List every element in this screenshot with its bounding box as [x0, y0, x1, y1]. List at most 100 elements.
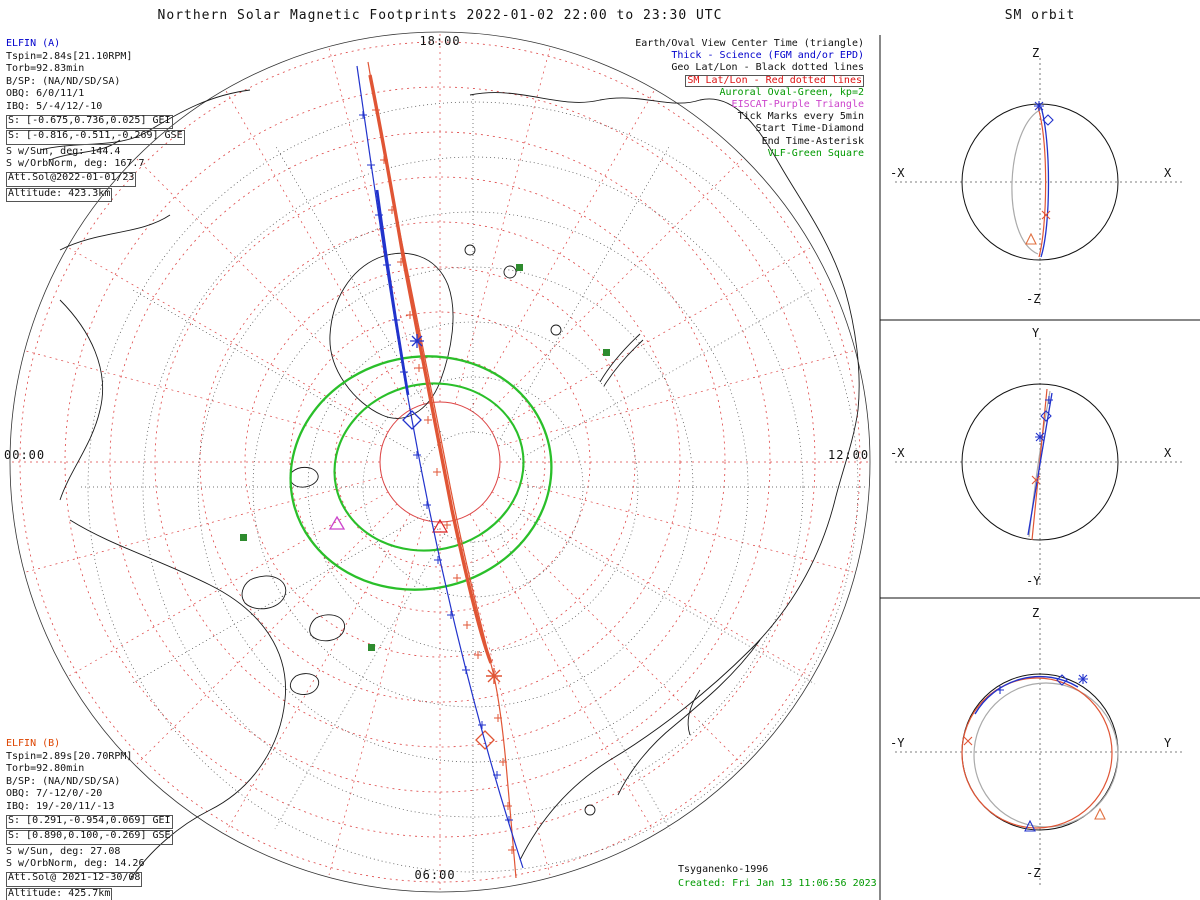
legend-sm-latlon-box: SM Lat/Lon - Red dotted lines [685, 74, 864, 88]
page-title: Northern Solar Magnetic Footprints 2022-… [157, 8, 723, 23]
elfin-b-name: ELFIN (B) [6, 738, 61, 749]
panel1-axis-right: X [1164, 166, 1172, 180]
panel2-axis-left: -X [890, 446, 905, 460]
panel2-earth-circle [961, 383, 1119, 541]
polar-map [9, 31, 871, 893]
elfin-a-ibq: IBQ: 5/-4/12/-10 [6, 100, 103, 112]
elfin-a-torb: Torb=92.83min [6, 63, 85, 75]
elfin-a-track-line [356, 65, 524, 869]
panel2-blue-tick [1045, 396, 1053, 404]
coastlines [39, 89, 860, 881]
elfin-a-attsol: Att.Sol@2022-01-01/23 [6, 171, 137, 187]
panel3-blue-tick [996, 686, 1004, 694]
map-legend: Earth/Oval View Center Time (triangle) T… [556, 38, 864, 160]
elfin-b-ibq: IBQ: 19/-20/11/-13 [6, 800, 115, 812]
auroral-oval [289, 355, 553, 591]
panel3-axis-top: Z [1032, 606, 1040, 620]
elfin-b-track [367, 61, 517, 879]
auroral-oval-outer [289, 355, 553, 591]
vlf-square [240, 534, 247, 541]
panel3-blue-triangle [1024, 819, 1036, 832]
elfin-b-s-gse: S: [0.890,0.100,-0.269] GSE [6, 830, 173, 845]
panel1-axis-bottom: -Z [1026, 292, 1041, 306]
elfin-b-altitude: Altitude: 425.7km [6, 887, 113, 900]
panel2-axis-top: Y [1032, 326, 1040, 340]
legend-end-time: End Time-Asterisk [761, 135, 864, 147]
sm-graticule [12, 34, 868, 890]
panel1-axis-top: Z [1032, 46, 1040, 60]
vlf-square [603, 349, 610, 356]
legend-eiscat: EISCAT-Purple Triangle [731, 98, 864, 110]
elfin-b-end-asterisk [486, 668, 502, 684]
panel2-axis-right: X [1164, 446, 1172, 460]
elfin-b-torb: Torb=92.80min [6, 763, 85, 775]
elfin-b-science-segment [368, 74, 493, 664]
vlf-square [516, 264, 523, 271]
panel2-start-diamond [1040, 410, 1052, 422]
panel2-elfin-a-orbit [1027, 392, 1053, 536]
panel3-start-diamond [1056, 674, 1068, 686]
panel2-red-x-marker [1031, 475, 1041, 485]
legend-view-center-time: Earth/Oval View Center Time (triangle) [635, 38, 864, 49]
panel2-end-asterisk [1035, 432, 1045, 442]
mlt-label-00: 00:00 [4, 448, 46, 462]
elfin-b-bsp: B/SP: (NA/ND/SD/SA) [6, 775, 121, 787]
elfin-a-name: ELFIN (A) [6, 38, 61, 49]
panel1-earth-circle [961, 103, 1119, 261]
elfin-a-ticks [359, 111, 513, 824]
panel1-end-asterisk [1034, 101, 1044, 111]
sm-orbit-title: SM orbit [1004, 8, 1076, 23]
elfin-a-bsp: B/SP: (NA/ND/SD/SA) [6, 75, 121, 87]
elfin-a-altitude: Altitude: 423.3km [6, 187, 113, 203]
legend-auroral-oval: Auroral Oval-Green, kp=2 [719, 86, 865, 98]
panel3-axis-left: -Y [890, 736, 905, 750]
elfin-a-s-gei: S: [-0.675,0.736,0.025] GEI [6, 114, 173, 130]
mlt-label-18: 18:00 [419, 34, 461, 48]
panel2-axis-bottom: -Y [1026, 574, 1041, 588]
elfin-b-s-gei: S: [0.291,-0.954,0.069] GEI [6, 814, 173, 830]
elfin-b-info-block: ELFIN (B) Tspin=2.89s[20.70RPM] Torb=92.… [6, 738, 173, 900]
eiscat-triangle [328, 515, 346, 530]
panel3-end-asterisk [1078, 674, 1088, 684]
elfin-b-start-diamond [475, 730, 495, 750]
map-boundary-circle [9, 31, 871, 893]
elfin-a-s-gse: S: [-0.816,-0.511,-0.269] GSE [6, 130, 185, 145]
panel1-elfin-b-orbit [1037, 106, 1047, 258]
legend-sm-latlon: SM Lat/Lon - Red dotted lines [556, 74, 864, 88]
vlf-squares [240, 264, 610, 651]
orbit-panel-zx [895, 58, 1185, 308]
elfin-a-track [356, 65, 524, 869]
legend-vlf: VLF-Green Square [767, 147, 864, 159]
view-center-time-triangle [431, 518, 449, 533]
panel-dividers [879, 35, 1200, 900]
panel1-start-diamond [1042, 114, 1054, 126]
elfin-a-tspin: Tspin=2.84s[21.10RPM] [6, 50, 133, 62]
legend-start-time: Start Time-Diamond [755, 123, 864, 135]
orbit-panel-yx [895, 338, 1185, 588]
panel1-orange-triangle [1025, 232, 1037, 245]
mlt-label-06: 06:00 [414, 868, 456, 882]
auroral-oval-inner [333, 382, 525, 552]
elfin-b-tspin: Tspin=2.89s[20.70RPM] [6, 750, 133, 762]
elfin-b-attsol: Att.Sol@ 2021-12-30/08 [6, 871, 143, 887]
elfin-a-s-sun: S w/Sun, deg: 144.4 [6, 145, 121, 157]
panel3-axis-bottom: -Z [1026, 866, 1041, 880]
elfin-a-start-diamond [402, 410, 422, 430]
legend-thick-science: Thick - Science (FGM and/or EPD) [671, 50, 864, 62]
panel3-elfin-a-orbit [974, 675, 1079, 715]
elfin-b-s-sun: S w/Sun, deg: 27.08 [6, 845, 121, 857]
panel1-axis-left: -X [890, 166, 905, 180]
created-timestamp: Created: Fri Jan 13 11:06:56 2023 [678, 878, 877, 889]
elfin-a-s-orbnorm: S w/OrbNorm, deg: 167.7 [6, 158, 145, 170]
orbit-panel-zy [895, 618, 1185, 886]
elfin-a-obq: OBQ: 6/0/11/1 [6, 88, 85, 100]
geo-graticule [78, 92, 866, 882]
vlf-square [368, 644, 375, 651]
geo-meridians [78, 92, 866, 882]
elfin-b-s-orbnorm: S w/OrbNorm, deg: 14.26 [6, 858, 145, 870]
model-credit: Tsyganenko-1996 [678, 864, 769, 875]
panel1-red-x-marker [1041, 210, 1051, 220]
elfin-b-obq: OBQ: 7/-12/0/-20 [6, 788, 103, 800]
